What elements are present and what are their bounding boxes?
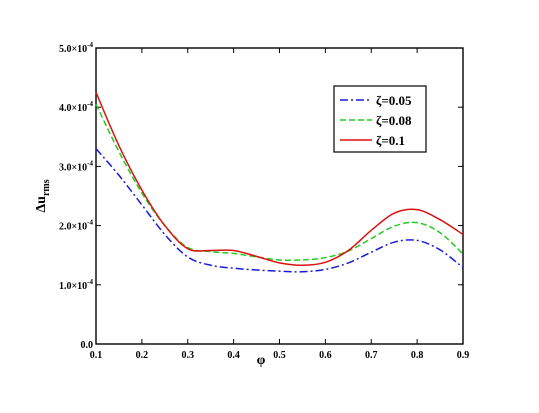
y-axis-label-main: Δu [34, 196, 49, 213]
legend-label: ζ=0.08 [376, 113, 412, 128]
x-axis-label: φ [257, 353, 266, 368]
y-axis-label-subscript: rms [41, 179, 52, 196]
x-tick-label: 0.3 [182, 350, 195, 361]
y-tick-label: 3.0×10-4 [59, 159, 94, 173]
x-tick-label: 0.6 [319, 350, 332, 361]
x-tick-label: 0.2 [136, 350, 149, 361]
series-line-1 [95, 148, 464, 273]
series-layer [95, 92, 464, 273]
y-tick-label: 0.0 [81, 340, 94, 351]
legend-box [333, 85, 427, 153]
legend: ζ=0.05 ζ=0.08 ζ=0.1 [333, 85, 427, 153]
axis-ticks: 0.1 0.2 0.3 0.4 0.5 0.6 0.7 0.8 0.9 0.0 1.0×10-4 2.… [59, 41, 469, 361]
y-tick-label: 2.0×10-4 [59, 219, 94, 233]
x-tick-label: 0.7 [365, 350, 378, 361]
y-axis-label: Δurms [34, 179, 52, 212]
x-tick-label: 0.5 [273, 350, 286, 361]
y-tick-label: 5.0×10-4 [59, 41, 94, 55]
x-tick-label: 0.4 [227, 350, 240, 361]
legend-label: ζ=0.05 [376, 93, 412, 108]
legend-label: ζ=0.1 [376, 133, 405, 148]
y-tick-label: 4.0×10-4 [59, 100, 94, 114]
x-tick-label: 0.8 [411, 350, 424, 361]
x-tick-label: 0.9 [457, 350, 470, 361]
series-line-3 [95, 92, 464, 267]
x-tick-label: 0.1 [90, 350, 103, 361]
y-tick-label: 1.0×10-4 [59, 278, 94, 292]
